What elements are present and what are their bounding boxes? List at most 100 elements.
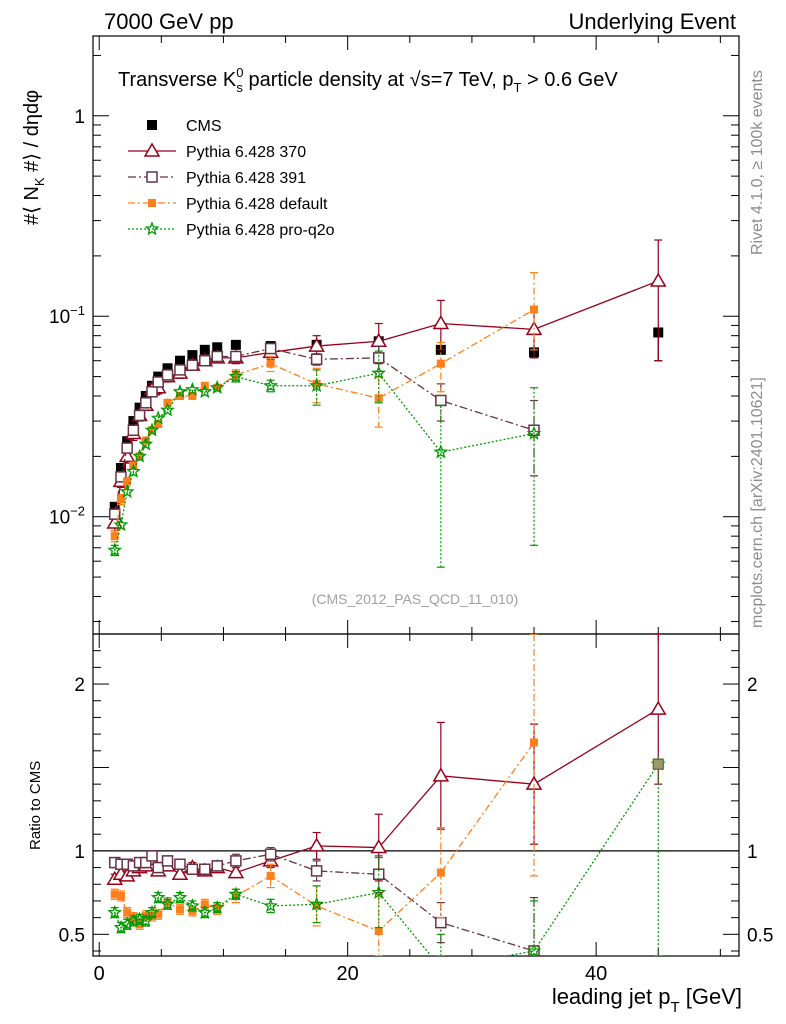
data-point <box>127 424 140 436</box>
ratio-y-tick-label-right: 0.5 <box>747 925 773 946</box>
ratio-point <box>174 858 186 870</box>
ratio-plot-frame <box>92 633 740 957</box>
data-point <box>230 350 242 363</box>
data-point <box>197 383 213 399</box>
main-y-tick-label: 10−1 <box>49 303 85 328</box>
ratio-point <box>435 916 447 929</box>
main-plot-marks <box>106 239 667 568</box>
ratio-point <box>154 910 163 919</box>
ratio-point <box>171 865 189 880</box>
data-point <box>185 381 200 397</box>
data-point <box>530 305 539 314</box>
data-point <box>174 355 185 366</box>
x-tick-label: 0 <box>94 963 105 985</box>
legend-label: CMS <box>186 118 222 135</box>
ratio-y-tick-label: 1 <box>74 842 85 863</box>
analysis-id: (CMS_2012_PAS_QCD_11_010) <box>312 591 519 607</box>
series-line <box>114 280 659 524</box>
legend-label: Pythia 6.428 370 <box>186 144 306 161</box>
ratio-point <box>107 904 123 919</box>
series-pdefault <box>110 272 539 543</box>
legend-marker <box>147 120 157 130</box>
legend-item-pdefault: Pythia 6.428 default <box>128 196 328 213</box>
data-point <box>310 353 323 366</box>
ratio-point <box>228 886 244 901</box>
ratio-point <box>432 767 450 782</box>
title-sqrt: √ <box>410 69 421 91</box>
data-point <box>109 501 120 512</box>
data-point <box>140 391 151 402</box>
axes: 0 20 40 10−2 10−1 1 0.5 0.5 1 1 2 2 <box>49 36 773 985</box>
data-point <box>211 350 223 363</box>
data-point <box>231 370 240 379</box>
data-point <box>432 315 450 330</box>
data-point <box>133 409 146 422</box>
title-part-a: Transverse K <box>118 69 237 91</box>
data-point <box>115 471 127 483</box>
ratio-point <box>526 943 542 956</box>
ratio-point <box>175 905 184 914</box>
legend: CMS Pythia 6.428 370 Pythia 6.428 391 Pythi… <box>128 118 335 239</box>
ratio-point <box>211 860 223 872</box>
ratio-point <box>186 863 199 875</box>
ratio-point <box>231 891 240 900</box>
ratio-plot-marks <box>106 634 667 956</box>
ratio-point <box>113 919 129 934</box>
ratio-y-tick-label: 2 <box>74 675 85 696</box>
data-point <box>132 448 147 463</box>
header-left: 7000 GeV pp <box>104 9 234 34</box>
header-right: Underlying Event <box>568 9 736 34</box>
data-point <box>172 384 188 399</box>
data-point <box>212 342 223 353</box>
ratio-point <box>436 868 445 877</box>
data-point <box>122 436 133 447</box>
ratio-point <box>172 889 188 904</box>
ratio-point <box>123 908 132 917</box>
data-point <box>174 364 186 376</box>
ratio-y-tick-label: 0.5 <box>59 925 85 946</box>
data-point <box>150 410 166 425</box>
ratio-point <box>230 855 242 867</box>
ratio-point <box>263 898 279 913</box>
legend-item-p391: Pythia 6.428 391 <box>128 170 306 187</box>
ratio-point <box>264 848 277 860</box>
title-sup: 0 <box>236 65 243 80</box>
data-point <box>309 377 324 393</box>
ratio-point <box>197 904 213 919</box>
ratio-point <box>200 900 209 909</box>
ratio-point <box>116 891 125 900</box>
data-point <box>433 444 449 459</box>
data-point <box>118 447 136 463</box>
ratio-point <box>160 896 175 911</box>
ratio-point <box>132 911 147 926</box>
data-point <box>199 354 211 367</box>
data-point <box>154 420 163 429</box>
data-point <box>161 369 174 381</box>
data-point <box>230 339 241 350</box>
series-pq2o <box>107 350 542 568</box>
title-part-c: s=7 TeV, p <box>421 69 514 91</box>
data-point <box>374 394 383 403</box>
title-part-d: > 0.6 GeV <box>521 69 618 91</box>
ratio-point <box>161 855 174 867</box>
data-point <box>115 462 126 473</box>
data-point <box>308 337 325 352</box>
data-point <box>187 350 198 361</box>
ratio-point <box>213 905 222 914</box>
ratio-series-p370 <box>106 634 667 886</box>
data-point <box>372 352 385 364</box>
title-part-b: particle density at <box>243 69 410 91</box>
ratio-point <box>144 904 160 919</box>
data-point <box>110 532 119 541</box>
data-point <box>108 508 121 520</box>
ratio-point <box>266 871 275 880</box>
ratio-point <box>152 861 164 874</box>
ratio-overlap-marker <box>652 758 664 770</box>
ratio-point <box>119 916 135 931</box>
data-point <box>526 425 542 440</box>
data-point <box>266 359 275 368</box>
ratio-point <box>370 839 388 854</box>
chart-title: Transverse K0 s particle density at √s=7 … <box>118 65 618 95</box>
data-point <box>140 397 152 409</box>
